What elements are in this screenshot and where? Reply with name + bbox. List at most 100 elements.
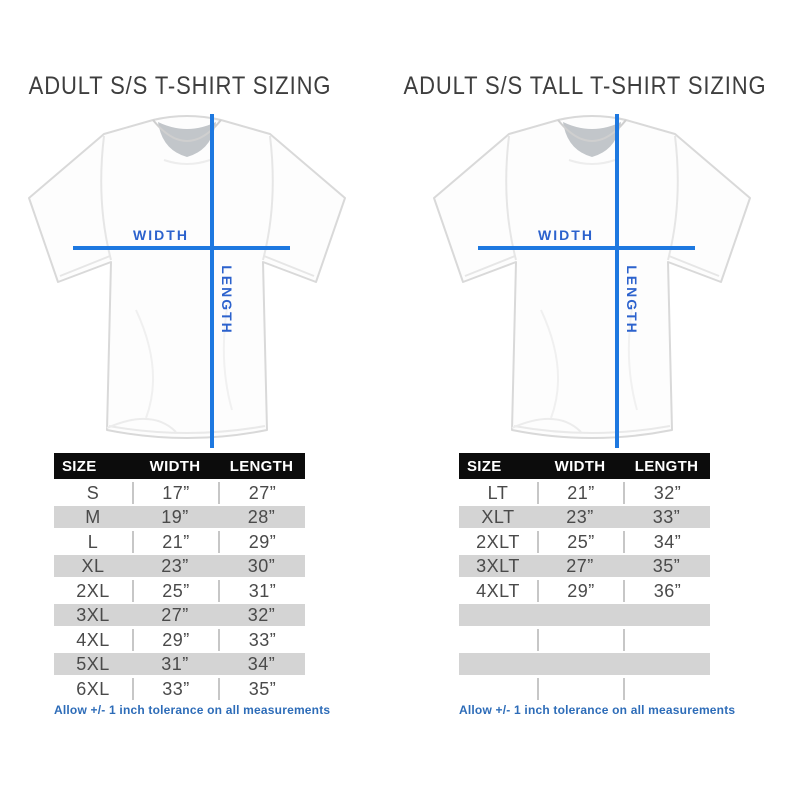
left-cuff-seam [464, 255, 516, 277]
right-cuff-seam [263, 255, 315, 277]
table-cell-width: 33” [132, 677, 218, 700]
table-row: M 19” 28” [54, 506, 305, 528]
collar-shadow [163, 159, 211, 165]
table-cell-size [459, 604, 537, 626]
table-cell-size [459, 653, 537, 675]
table-cell-size [459, 678, 537, 700]
table-row: 4XL 29” 33” [54, 628, 305, 651]
table-row: 2XL 25” 31” [54, 579, 305, 602]
table-cell-width: 27” [161, 605, 189, 625]
table-cell-size: XLT [481, 507, 515, 527]
collar-band [557, 119, 627, 142]
wrinkle-2 [222, 301, 233, 411]
header-width: WIDTH [149, 457, 201, 475]
table-cell-width: 17” [132, 481, 218, 504]
wrinkle-3 [511, 417, 582, 433]
table-cell-size: XL [81, 556, 105, 576]
table-cell-length [623, 628, 710, 651]
table-cell-size [459, 629, 537, 651]
table-cell-length: 34” [623, 530, 710, 553]
table-row [459, 677, 710, 700]
table-cell-length: 29” [218, 530, 305, 553]
page-title-tall: ADULT S/S TALL T-SHIRT SIZING [403, 72, 767, 100]
table-cell-size: 3XLT [476, 556, 520, 576]
length-measurement-line [210, 114, 214, 448]
table-cell-size: S [86, 482, 100, 503]
table-cell-length: 35” [652, 556, 681, 576]
table-cell-width [537, 653, 623, 675]
table-cell-width: 25” [537, 530, 623, 553]
size-table-tall: SIZE WIDTH LENGTH LT 21” 32” XLT 23” 33”… [459, 453, 710, 700]
table-cell-length: 34” [247, 654, 276, 674]
tshirt-illustration [433, 115, 751, 439]
page-title-regular: ADULT S/S T-SHIRT SIZING [28, 72, 332, 100]
table-cell-width: 27” [566, 556, 594, 576]
table-cell-size: 6XL [76, 678, 110, 699]
header-length: LENGTH [634, 457, 699, 475]
table-row: 5XL 31” 34” [54, 653, 305, 675]
wrinkle-1 [540, 309, 560, 419]
table-row: LT 21” 32” [459, 481, 710, 504]
table-cell-size: 2XL [76, 580, 110, 601]
shirt-body [433, 115, 751, 439]
shirt-body [28, 115, 346, 439]
table-cell-width [537, 604, 623, 626]
table-cell-size: 2XLT [476, 531, 520, 552]
header-width: WIDTH [554, 457, 606, 475]
header-size: SIZE [62, 457, 97, 475]
table-cell-length: 33” [218, 628, 305, 651]
table-cell-width: 23” [566, 507, 594, 527]
table-row [459, 628, 710, 651]
width-measurement-line [478, 246, 695, 250]
table-cell-length: 32” [623, 481, 710, 504]
table-cell-width: 21” [537, 481, 623, 504]
table-row: S 17” 27” [54, 481, 305, 504]
table-cell-length: 28” [247, 507, 276, 527]
table-cell-length: 33” [652, 507, 681, 527]
wrinkle-3 [106, 417, 177, 433]
width-label: WIDTH [133, 227, 189, 243]
table-body: LT 21” 32” XLT 23” 33” 2XLT 25” 34” 3XLT… [459, 481, 710, 700]
width-measurement-line [73, 246, 290, 250]
table-row: 2XLT 25” 34” [459, 530, 710, 553]
hem-stitch [513, 425, 671, 434]
table-cell-length: 35” [218, 677, 305, 700]
left-cuff-seam [59, 255, 111, 277]
wrinkle-2 [627, 301, 638, 411]
table-row: 6XL 33” 35” [54, 677, 305, 700]
table-header: SIZE WIDTH LENGTH [459, 453, 710, 479]
header-size: SIZE [467, 457, 502, 475]
header-length: LENGTH [229, 457, 294, 475]
tshirt-illustration [28, 115, 346, 439]
table-row [459, 604, 710, 626]
table-row: 3XL 27” 32” [54, 604, 305, 626]
tolerance-note-tall: Allow +/- 1 inch tolerance on all measur… [459, 703, 736, 717]
table-cell-length: 27” [218, 481, 305, 504]
table-cell-width [537, 677, 623, 700]
table-cell-width: 25” [132, 579, 218, 602]
table-cell-width: 21” [132, 530, 218, 553]
table-cell-length [623, 677, 710, 700]
table-cell-length [623, 604, 710, 626]
table-row: L 21” 29” [54, 530, 305, 553]
collar-opening [158, 122, 216, 157]
table-row: XLT 23” 33” [459, 506, 710, 528]
collar-band [152, 119, 222, 142]
table-cell-size: L [87, 531, 99, 552]
table-cell-length: 31” [218, 579, 305, 602]
table-cell-width: 19” [161, 507, 189, 527]
table-body: S 17” 27” M 19” 28” L 21” 29” XL 23” 30”… [54, 481, 305, 700]
wrinkle-1 [135, 309, 155, 419]
collar-opening [563, 122, 621, 157]
table-row: 3XLT 27” 35” [459, 555, 710, 577]
table-cell-size: 4XLT [476, 580, 520, 601]
table-row [459, 653, 710, 675]
tshirt-figure-tall: WIDTH LENGTH [419, 110, 764, 448]
table-cell-length [623, 653, 710, 675]
hem-stitch [108, 425, 266, 434]
panel-tall: ADULT S/S TALL T-SHIRT SIZING WIDTH LENG… [404, 0, 766, 800]
length-measurement-line [615, 114, 619, 448]
table-cell-length: 30” [247, 556, 276, 576]
length-label: LENGTH [219, 265, 235, 335]
table-cell-size: 3XL [76, 605, 110, 625]
